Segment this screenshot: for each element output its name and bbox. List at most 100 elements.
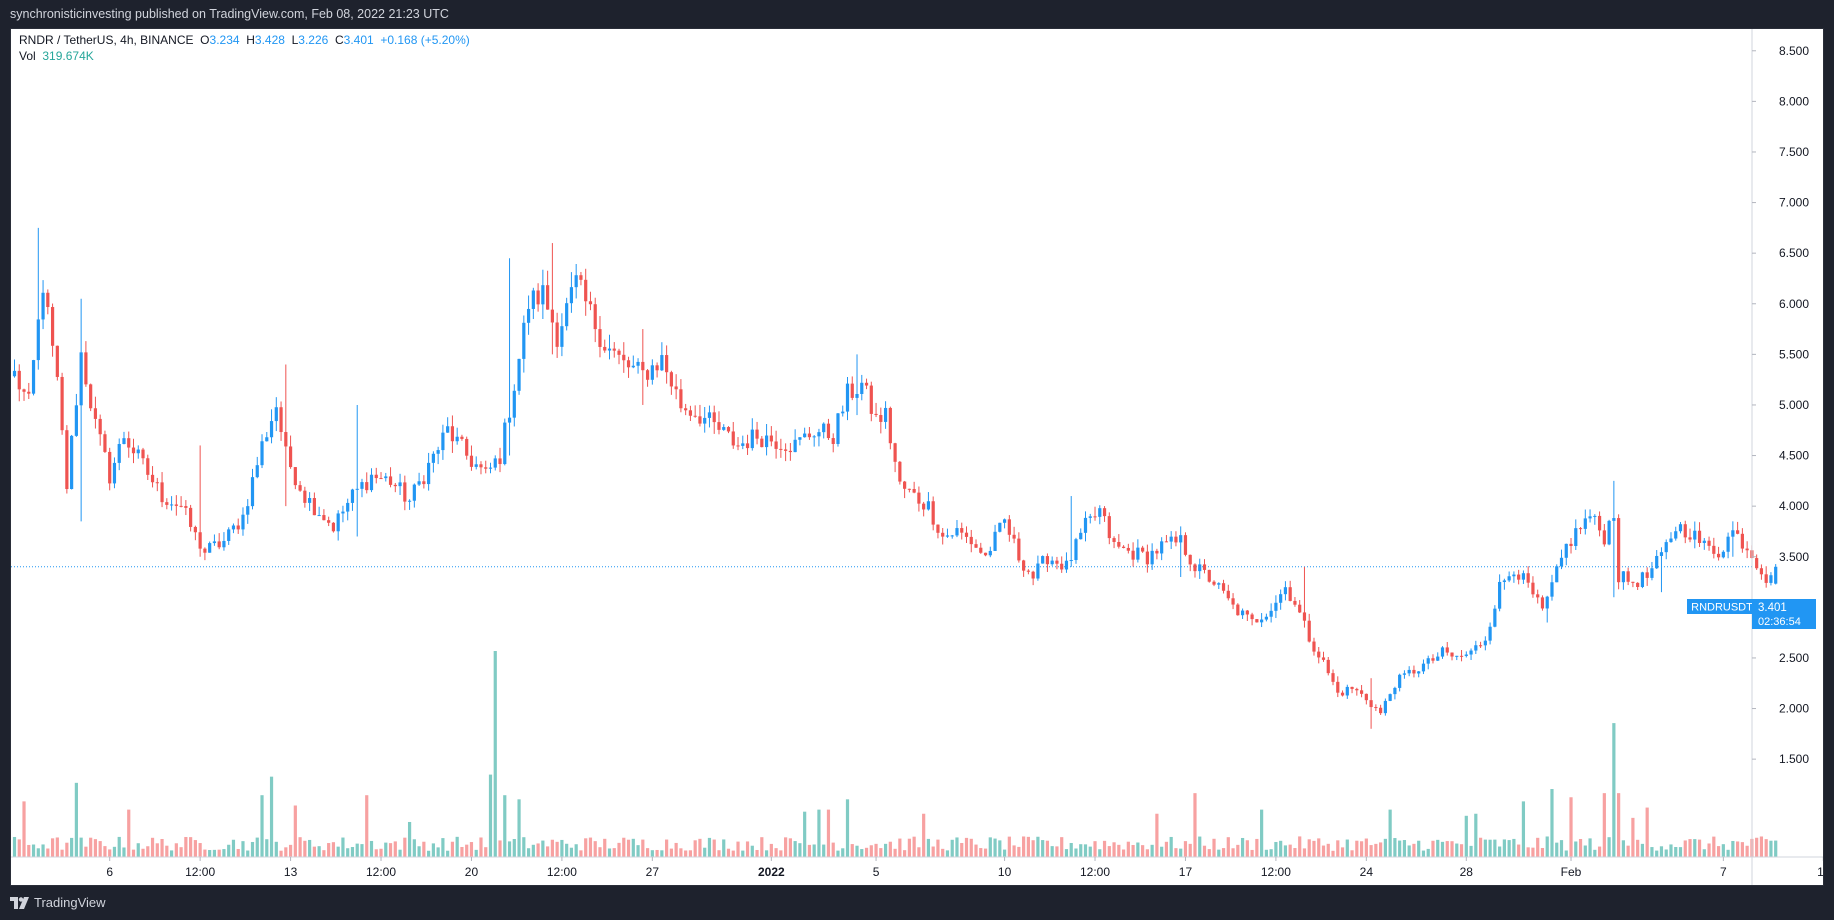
volume-bar: [912, 836, 916, 857]
candle-body: [793, 439, 797, 453]
volume-bar: [1264, 849, 1268, 857]
candle: [374, 467, 378, 484]
candle-body: [331, 522, 336, 532]
candle: [879, 407, 883, 434]
candle-body: [955, 528, 959, 536]
volume-bar: [793, 841, 797, 857]
price-chart[interactable]: 1.5002.0002.5003.0003.5004.0004.5005.000…: [11, 29, 1830, 885]
candle: [146, 454, 150, 480]
chart-frame[interactable]: 1.5002.0002.5003.0003.5004.0004.5005.000…: [10, 28, 1830, 886]
candle: [1359, 685, 1364, 698]
candle: [31, 359, 36, 396]
candle: [774, 430, 778, 459]
volume-bar: [1169, 836, 1173, 857]
volume-bar: [1236, 844, 1240, 857]
candle: [1626, 567, 1630, 586]
candle-body: [1669, 538, 1673, 543]
volume-bar: [1183, 841, 1188, 857]
volume-bar: [379, 848, 383, 857]
y-tick-label: 2.000: [1779, 702, 1809, 716]
volume-bar: [507, 841, 512, 857]
candle: [198, 445, 202, 557]
candle-body: [1169, 536, 1173, 542]
candle-body: [1107, 516, 1111, 539]
candle: [422, 475, 426, 489]
volume-bar: [960, 842, 964, 857]
volume-bar: [822, 844, 826, 857]
candle: [279, 401, 283, 441]
volume-bar: [1126, 841, 1130, 857]
candle: [1131, 542, 1135, 567]
volume-bar: [1774, 840, 1778, 857]
candle: [274, 397, 278, 432]
candle: [722, 424, 726, 431]
price-axis[interactable]: 1.5002.0002.5003.0003.5004.0004.5005.000…: [1752, 44, 1809, 766]
y-tick-label: 2.500: [1779, 651, 1809, 665]
volume-bar: [1355, 840, 1359, 857]
candle-body: [1198, 564, 1202, 572]
candle: [1755, 554, 1759, 570]
candle: [55, 345, 59, 381]
volume-bar: [988, 837, 992, 857]
candle: [888, 406, 892, 450]
time-axis[interactable]: 6 12:00 13 12:00 20 12:00 27 2022 5 10 12:00 17 12:0…: [106, 857, 1830, 879]
legend-high-label: H: [246, 33, 255, 47]
candle: [998, 522, 1002, 533]
volume-legend[interactable]: Vol 319.674K: [19, 49, 94, 63]
candle-body: [836, 413, 840, 444]
candle-body: [1293, 600, 1297, 605]
candle-body: [117, 444, 121, 463]
candle: [1583, 509, 1587, 535]
volume-bar: [907, 838, 911, 857]
volume-bar: [1402, 840, 1407, 857]
volume-bar: [936, 839, 940, 857]
candle: [1645, 567, 1649, 586]
volume-bar: [1307, 839, 1311, 857]
candle: [874, 402, 878, 418]
volume-bar: [1678, 847, 1683, 857]
candle-body: [1483, 640, 1487, 646]
volume-bar: [769, 843, 773, 857]
candle: [1769, 572, 1773, 586]
candle: [1141, 545, 1145, 553]
volume-bar: [203, 849, 207, 857]
volume-bar: [1436, 839, 1440, 857]
volume-bar: [150, 837, 155, 857]
candle-body: [198, 532, 202, 549]
x-tick-label: 28: [1460, 865, 1474, 879]
volume-bar: [712, 839, 716, 857]
tradingview-logo[interactable]: TradingView: [10, 886, 106, 920]
candle: [412, 483, 416, 508]
candle: [331, 522, 336, 533]
candle-body: [1436, 656, 1440, 661]
candle-body: [655, 365, 659, 371]
volume-bar: [1031, 840, 1035, 857]
candle: [1207, 569, 1211, 583]
candle: [488, 462, 493, 474]
candle-body: [1440, 647, 1445, 657]
volume-bar: [1069, 842, 1073, 857]
candle-body: [503, 422, 507, 465]
volume-bar: [298, 837, 302, 857]
candle-body: [1540, 597, 1545, 609]
volume-bar: [1450, 841, 1454, 857]
volume-bar: [645, 848, 650, 857]
candle-body: [250, 477, 255, 507]
volume-bar: [503, 795, 507, 857]
volume-bar: [284, 847, 288, 857]
volume-bar: [55, 837, 59, 857]
volume-bar: [1359, 841, 1364, 857]
candle: [1550, 574, 1554, 601]
candle: [1107, 512, 1111, 545]
candle-body: [879, 415, 883, 422]
candle: [1736, 521, 1740, 535]
candle-body: [1136, 547, 1140, 560]
candle: [1759, 564, 1764, 580]
candle-body: [412, 484, 416, 501]
candle: [484, 460, 488, 474]
candle-body: [1402, 673, 1407, 675]
candle: [983, 552, 988, 557]
symbol-legend[interactable]: RNDR / TetherUS, 4h, BINANCE O3.234 H3.4…: [19, 33, 470, 47]
volume-bar: [655, 849, 659, 857]
candle-body: [460, 436, 464, 439]
